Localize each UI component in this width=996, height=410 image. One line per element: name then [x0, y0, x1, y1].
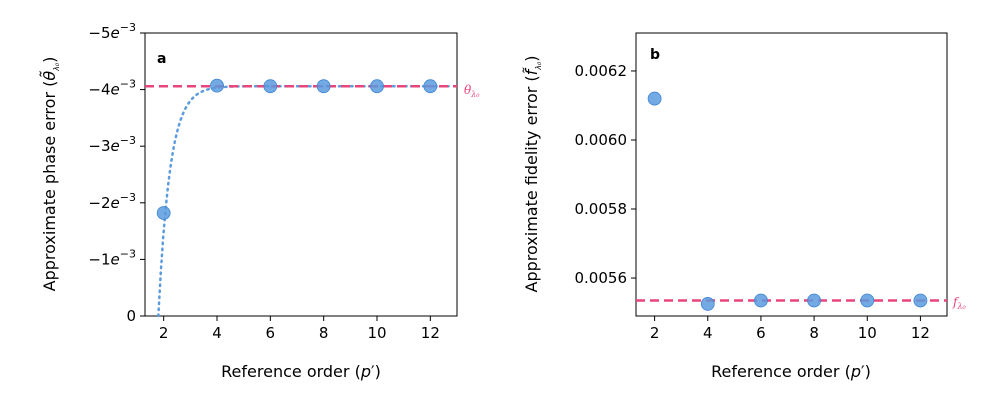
plot-frame-b — [635, 32, 948, 317]
reference-label-a: θλ₀ — [464, 83, 480, 99]
data-point-b-1 — [700, 297, 715, 311]
x-axis-label-b: Reference order (p′) — [711, 362, 871, 381]
data-point-b-5 — [913, 293, 928, 308]
x-tick-label-b-2: 6 — [756, 324, 766, 342]
fit-curve-a — [157, 84, 453, 318]
data-point-a-4 — [370, 79, 384, 94]
y-tick-label-b-1: 0.0058 — [575, 200, 628, 218]
y-tick-label-a-4: −4e−3 — [88, 78, 136, 99]
data-point-b-3 — [807, 293, 821, 308]
y-tick-label-a-5: −5e−3 — [88, 21, 136, 42]
y-tick-label-a-1: −1e−3 — [88, 247, 136, 268]
x-tick-label-b-3: 8 — [809, 324, 819, 342]
data-point-b-0 — [647, 91, 662, 106]
panel-label-b: b — [650, 47, 660, 63]
x-axis-label-a: Reference order (p′) — [221, 362, 381, 381]
x-tick-label-b-1: 4 — [703, 324, 713, 342]
y-axis-label-b: Approximate fidelity error (f̃λ₀) — [522, 56, 543, 293]
x-tick-label-a-4: 10 — [367, 324, 386, 342]
panel-a: 2 4 6 8 10 12 0 −1e−3 −2e−3 −3e−3 −4e−3 −5e−3 a Ref… — [40, 21, 480, 381]
y-tick-label-a-0: 0 — [126, 307, 136, 325]
y-tick-label-b-0: 0.0056 — [575, 269, 628, 287]
x-tick-label-a-2: 6 — [266, 324, 276, 342]
x-tick-label-a-5: 12 — [421, 324, 440, 342]
x-tick-label-a-0: 2 — [159, 324, 169, 342]
data-point-a-2 — [263, 79, 278, 94]
y-tick-label-a-2: −2e−3 — [88, 191, 136, 212]
data-point-a-3 — [316, 79, 331, 94]
x-tick-label-b-0: 2 — [650, 324, 660, 342]
reference-label-b: fλ₀ — [952, 295, 967, 311]
data-point-a-0 — [156, 206, 171, 220]
plot-frame-a — [144, 32, 458, 317]
y-tick-label-a-3: −3e−3 — [88, 134, 136, 155]
panel-b: 2 4 6 8 10 12 0.0056 0.0058 0.0060 0.0062 b Refer… — [522, 32, 967, 381]
y-tick-label-b-2: 0.0060 — [575, 131, 628, 149]
data-point-a-5 — [423, 79, 438, 94]
panel-label-a: a — [157, 51, 166, 67]
x-tick-label-b-5: 12 — [911, 324, 930, 342]
x-tick-label-a-3: 8 — [319, 324, 329, 342]
panel-a-marks: 2 4 6 8 10 12 0 −1e−3 −2e−3 −3e−3 −4e−3 −5e−3 — [88, 21, 457, 342]
data-point-b-2 — [754, 293, 768, 308]
y-axis-label-a: Approximate phase error (θ̃λ₀) — [40, 57, 61, 292]
data-point-a-1 — [210, 78, 224, 93]
data-point-b-4 — [860, 293, 875, 308]
panel-b-marks: 2 4 6 8 10 12 0.0056 0.0058 0.0060 0.0062 — [575, 62, 947, 342]
x-tick-label-a-1: 4 — [212, 324, 222, 342]
x-tick-label-b-4: 10 — [858, 324, 877, 342]
y-tick-label-b-3: 0.0062 — [575, 62, 628, 80]
